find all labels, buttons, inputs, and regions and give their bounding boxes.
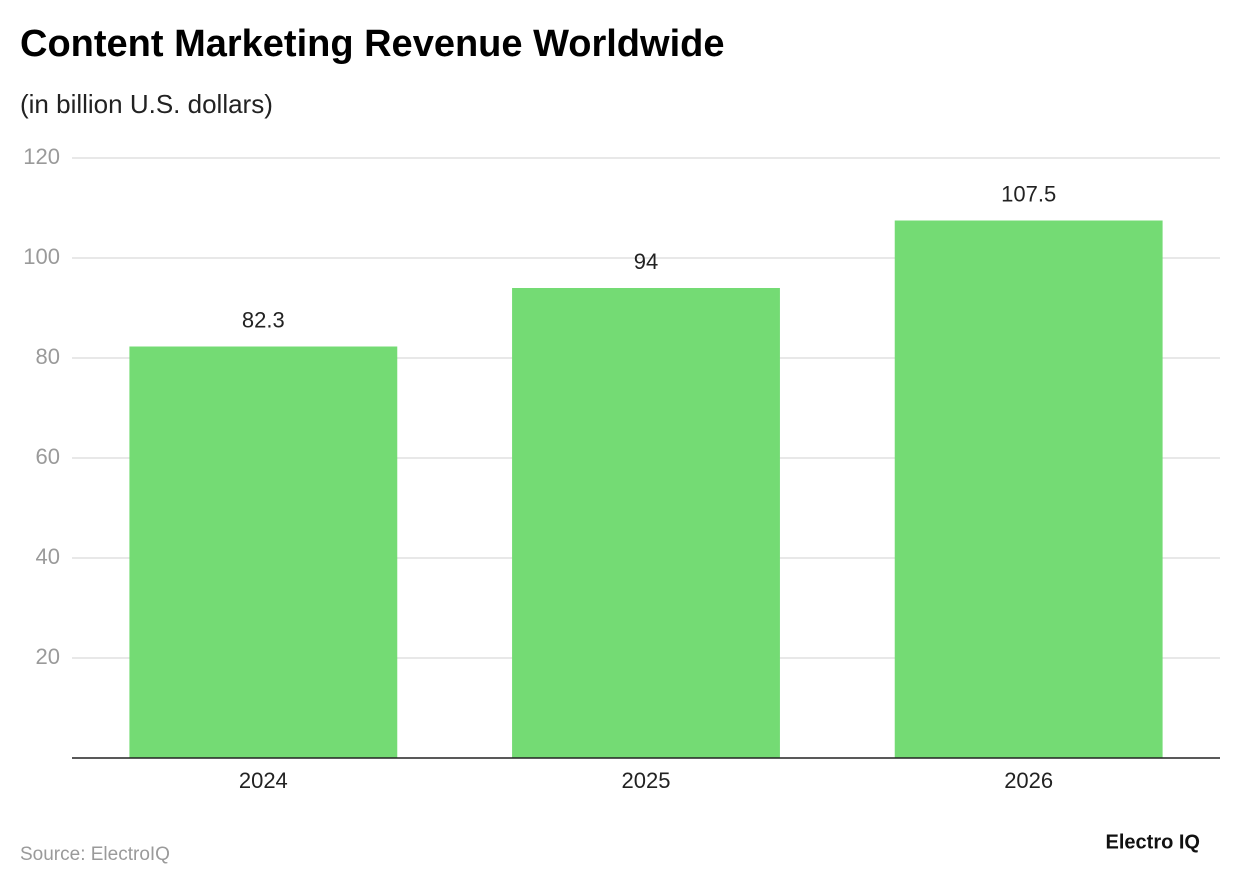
value-label: 94	[634, 249, 658, 274]
y-tick-label: 60	[36, 444, 60, 469]
y-tick-label: 100	[23, 244, 60, 269]
x-tick-label: 2026	[1004, 768, 1053, 793]
brand-logo: Electro IQ	[1106, 831, 1200, 853]
y-tick-label: 20	[36, 644, 60, 669]
chart-subtitle: (in billion U.S. dollars)	[20, 89, 273, 119]
y-tick-label: 40	[36, 544, 60, 569]
x-tick-label: 2024	[239, 768, 288, 793]
bar	[512, 288, 780, 758]
bar	[894, 220, 1163, 758]
y-tick-label: 80	[36, 344, 60, 369]
x-tick-label: 2025	[622, 768, 671, 793]
source: Source: ElectroIQ	[20, 844, 170, 865]
value-label: 82.3	[242, 307, 285, 332]
bar	[129, 346, 398, 758]
y-tick-label: 120	[23, 144, 60, 169]
chart-title: Content Marketing Revenue Worldwide	[20, 23, 724, 65]
value-label: 107.5	[1001, 181, 1056, 206]
